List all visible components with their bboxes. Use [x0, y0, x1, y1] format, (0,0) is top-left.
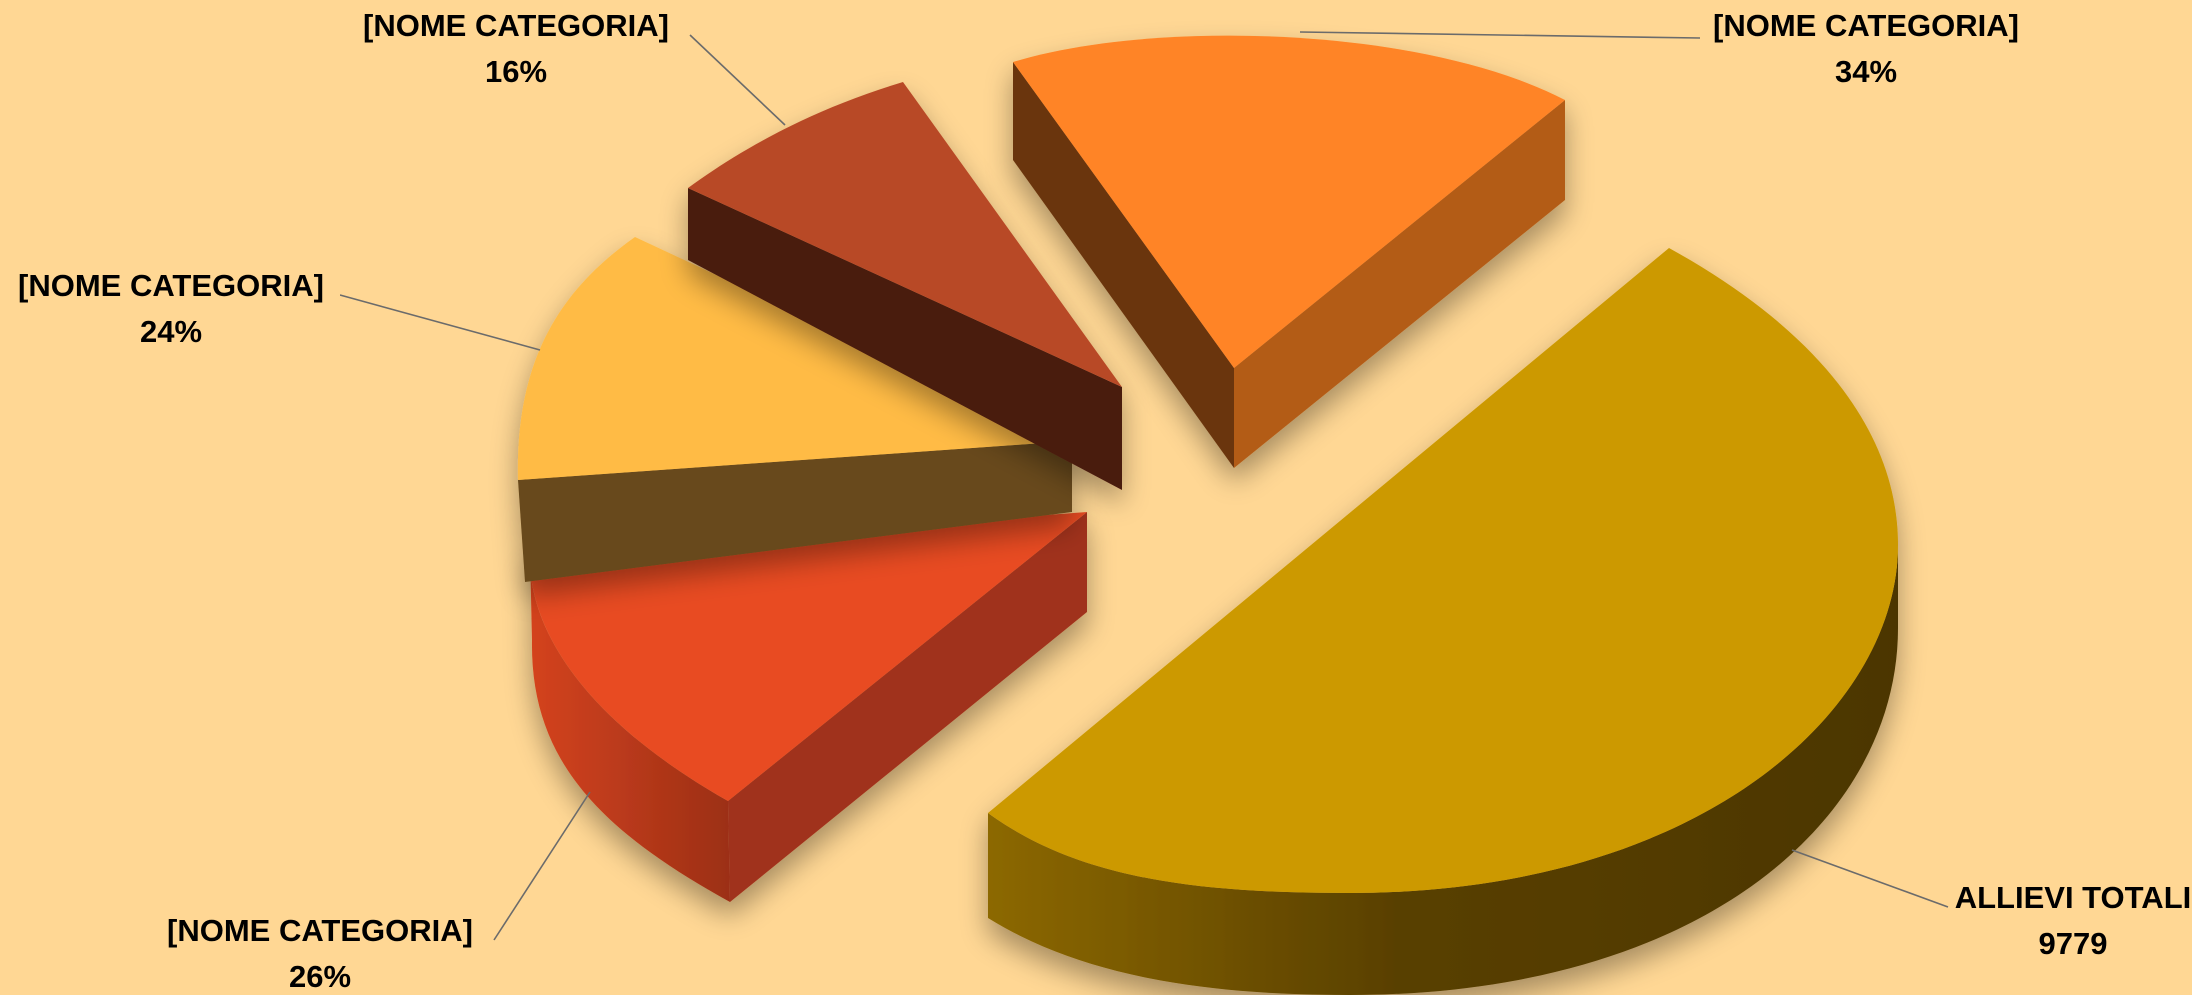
pie-slice-side — [688, 188, 1122, 490]
slice-label: [NOME CATEGORIA] 16% — [358, 0, 688, 102]
pie-slice-top — [1013, 35, 1565, 368]
pie-slice-side — [728, 512, 1087, 902]
label-box — [1705, 0, 2035, 104]
slice-label-value: 26% — [289, 959, 351, 994]
pie-slice-side — [988, 545, 1898, 995]
label-box — [10, 260, 340, 364]
slice-label-value: 9779 — [2039, 926, 2108, 961]
pie-slice-side — [529, 553, 730, 902]
label-box — [1955, 872, 2192, 974]
pie-slice — [688, 82, 1122, 490]
pie-slice-top — [988, 248, 1898, 893]
slice-label-name: ALLIEVI TOTALI — [1955, 880, 2192, 915]
pie-slice — [1013, 35, 1565, 468]
pie-slice — [529, 512, 1087, 902]
leader-line — [689, 34, 786, 126]
pie-slice-top — [517, 237, 1072, 480]
slice-label-name: [NOME CATEGORIA] — [1713, 8, 2019, 43]
leader-line — [339, 294, 541, 351]
pie-slices — [517, 35, 1898, 995]
leader-lines — [339, 31, 1949, 941]
pie-slice-top — [529, 512, 1087, 801]
pie-slice-top — [688, 82, 1122, 387]
slice-label: [NOME CATEGORIA] 34% — [1705, 0, 2035, 104]
slice-label-name: [NOME CATEGORIA] — [167, 913, 473, 948]
pie-slice-side — [1013, 62, 1234, 468]
slice-label: ALLIEVI TOTALI 9779 — [1955, 872, 2192, 974]
leader-line — [493, 791, 591, 941]
slice-label: [NOME CATEGORIA] 26% — [160, 905, 480, 995]
slice-label-value: 16% — [485, 54, 547, 89]
slice-label: [NOME CATEGORIA] 24% — [10, 260, 340, 364]
label-box — [358, 0, 688, 102]
slice-label-value: 24% — [140, 314, 202, 349]
pie-slice — [517, 237, 1072, 582]
pie-slice — [988, 248, 1898, 995]
pie-slice-side — [518, 441, 1072, 582]
pie-slice-side — [1234, 100, 1565, 468]
slice-label-name: [NOME CATEGORIA] — [363, 8, 669, 43]
leader-line — [1791, 849, 1949, 908]
label-box — [160, 905, 480, 995]
leader-line — [1299, 31, 1701, 39]
slice-label-name: [NOME CATEGORIA] — [18, 268, 324, 303]
slice-label-value: 34% — [1835, 54, 1897, 89]
